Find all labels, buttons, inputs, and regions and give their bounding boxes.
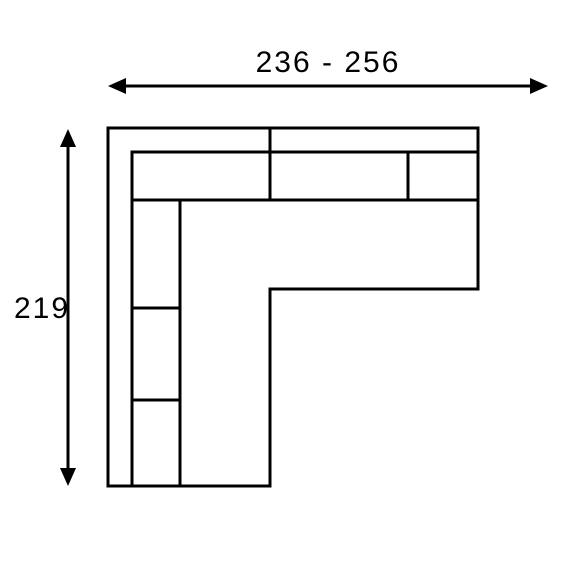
- width-label: 236 - 256: [256, 46, 401, 79]
- dimension-lines: 236 - 256 219: [14, 46, 400, 325]
- height-label: 219: [14, 292, 70, 325]
- dimension-diagram: 236 - 256 219: [0, 0, 572, 572]
